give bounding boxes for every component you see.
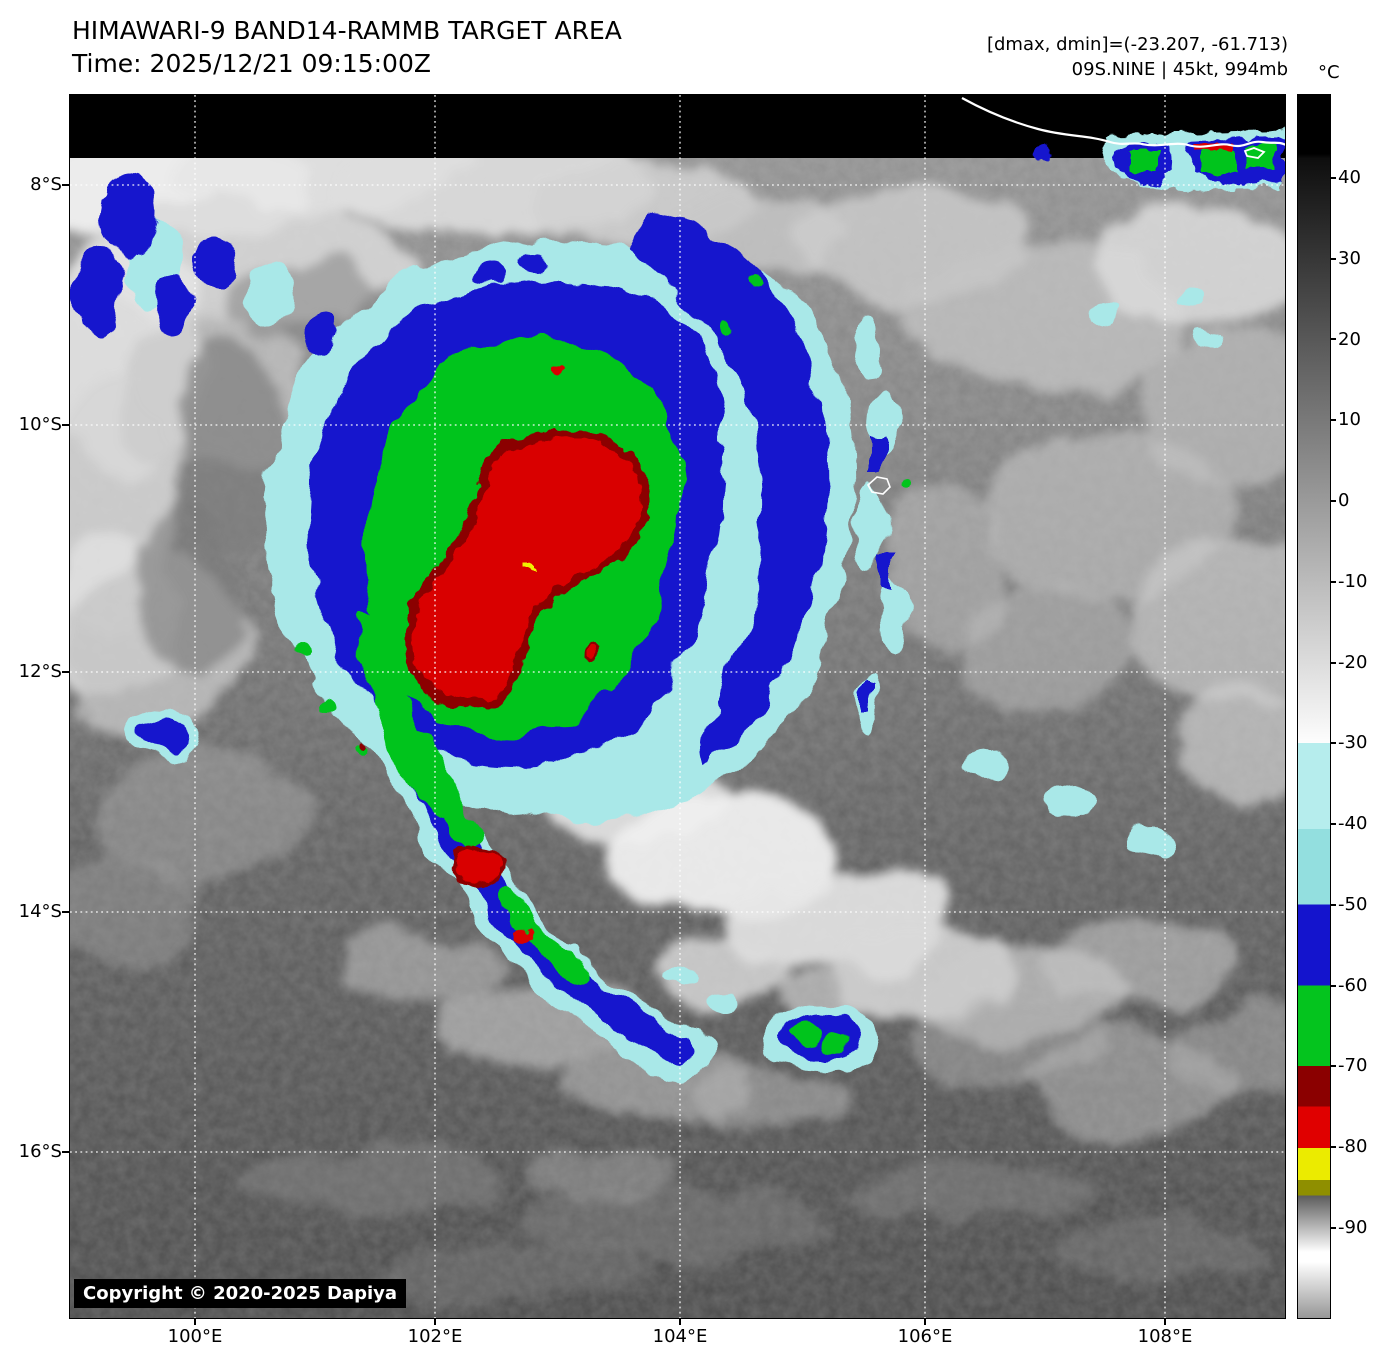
colorbar [1297,94,1331,1319]
black-edge-strip [70,95,1285,158]
lat-tickmark [62,671,69,673]
lat-label: 12°S [18,661,62,682]
colorbar-tickmark [1330,500,1336,502]
colorbar-tick-label: -50 [1338,894,1368,915]
island-outline [866,476,891,495]
coldest-yellow-pixel [525,561,534,568]
grid-lines [70,95,1285,1318]
colorbar-tick-label: -20 [1338,652,1368,673]
lon-tickmark [434,1318,436,1325]
colorbar-tick-label: 40 [1338,167,1361,188]
colorbar-tick-label: -10 [1338,571,1368,592]
lon-label: 104°E [652,1326,708,1347]
coastline [866,97,1285,495]
colorbar-tickmark [1330,581,1336,583]
lon-label: 106°E [897,1326,953,1347]
colorbar-tick-label: 10 [1338,409,1361,430]
colorbar-tick-label: 20 [1338,329,1361,350]
lat-label: 10°S [18,414,62,435]
lat-tickmark [62,1151,69,1153]
northeast-coastal-convection [1034,131,1285,191]
colorbar-tickmark [1330,1146,1336,1148]
colorbar-tickmark [1330,823,1336,825]
lat-tickmark [62,184,69,186]
timestamp: Time: 2025/12/21 09:15:00Z [72,49,431,78]
colorbar-tickmark [1330,742,1336,744]
colorbar-tickmark [1330,177,1336,179]
storm-status-readout: 09S.NINE | 45kt, 994mb [1071,59,1288,80]
colorbar-tickmark [1330,338,1336,340]
satellite-scene-svg [70,95,1285,1318]
colorbar-tickmark [1330,904,1336,906]
colorbar-tickmark [1330,1065,1336,1067]
dmax-dmin-readout: [dmax, dmin]=(-23.207, -61.713) [986,34,1288,55]
colorbar-tickmark [1330,419,1336,421]
copyright-badge: Copyright © 2020-2025 Dapiya [74,1279,407,1308]
colorbar-tick-label: -60 [1338,975,1368,996]
lat-label: 8°S [30,174,62,195]
colorbar-tickmark [1330,985,1336,987]
lat-label: 14°S [18,901,62,922]
colorbar-tickmark [1330,662,1336,664]
lat-tickmark [62,424,69,426]
colorbar-unit-label: °C [1318,62,1340,83]
page-title: HIMAWARI-9 BAND14-RAMMB TARGET AREA [72,16,622,45]
colorbar-tick-label: 30 [1338,248,1361,269]
lon-tickmark [1164,1318,1166,1325]
lon-label: 100°E [167,1326,223,1347]
lat-label: 16°S [18,1141,62,1162]
lon-tickmark [679,1318,681,1325]
cold-cloud-red-layer [361,367,650,944]
colorbar-tick-label: -70 [1338,1055,1368,1076]
lon-tickmark [924,1318,926,1325]
colorbar-tick-label: -30 [1338,732,1368,753]
colorbar-tick-label: -90 [1338,1217,1368,1238]
cloud-layer [70,123,1285,1301]
colorbar-tick-label: -80 [1338,1136,1368,1157]
lon-label: 108°E [1137,1326,1193,1347]
colorbar-tick-label: -40 [1338,813,1368,834]
title-block: HIMAWARI-9 BAND14-RAMMB TARGET AREA Time… [72,14,622,80]
lon-label: 102°E [407,1326,463,1347]
colorbar-tickmark [1330,1227,1336,1229]
lat-tickmark [62,911,69,913]
colorbar-tick-label: 0 [1338,490,1350,511]
lon-tickmark [194,1318,196,1325]
colorbar-tickmark [1330,258,1336,260]
map-plot: Copyright © 2020-2025 Dapiya [69,94,1286,1319]
header-right-block: [dmax, dmin]=(-23.207, -61.713) 09S.NINE… [987,32,1288,82]
